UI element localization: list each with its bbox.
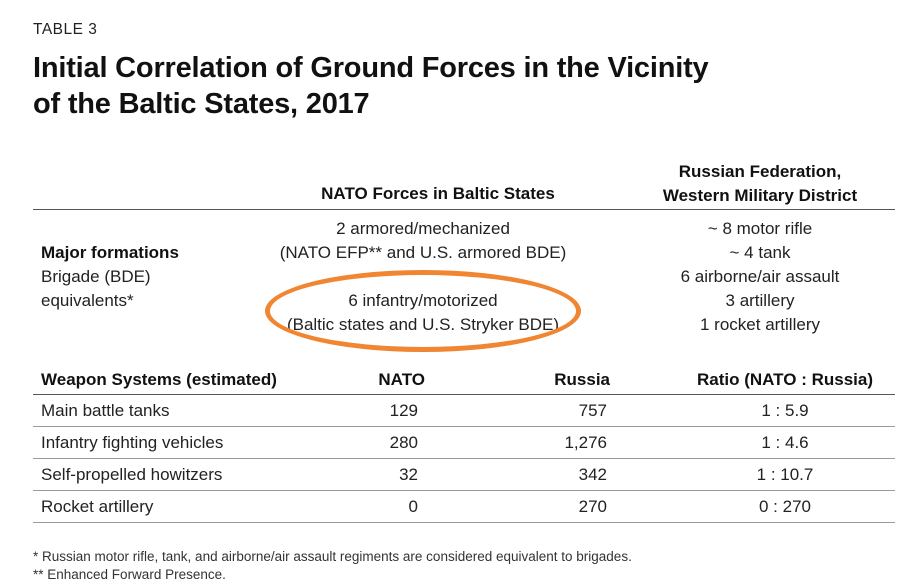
weapons-header-russia: Russia [554, 370, 610, 389]
weapon-system-name: Main battle tanks [41, 401, 170, 420]
formations-label-line3: equivalents* [41, 291, 134, 310]
weapon-nato-count: 129 [389, 401, 418, 420]
weapon-ratio: 0 : 270 [759, 497, 811, 516]
russia-formation-line: 1 rocket artillery [700, 315, 820, 334]
table-title: Initial Correlation of Ground Forces in … [33, 50, 709, 122]
weapon-nato-count: 280 [389, 433, 418, 452]
highlight-oval [265, 270, 581, 352]
russia-formation-line: ~ 8 motor rifle [707, 219, 813, 238]
row-divider [33, 458, 895, 459]
russia-header-line-1: Russian Federation, [678, 162, 842, 181]
weapon-russia-count: 342 [578, 465, 607, 484]
title-line-1: Initial Correlation of Ground Forces in … [33, 52, 709, 84]
row-divider [33, 522, 895, 523]
russia-header-line-2: Western Military District [662, 186, 858, 205]
footnote: ** Enhanced Forward Presence. [33, 567, 226, 582]
weapon-russia-count: 270 [578, 497, 607, 516]
weapon-system-name: Infantry fighting vehicles [41, 433, 224, 452]
nato-formation-line: 2 armored/mechanized [336, 219, 510, 238]
russia-formation-line: 6 airborne/air assault [680, 267, 840, 286]
footnote: * Russian motor rifle, tank, and airborn… [33, 549, 632, 564]
nato-formation-line: (NATO EFP** and U.S. armored BDE) [279, 243, 567, 262]
formations-label-line2: Brigade (BDE) [41, 267, 151, 286]
russia-formation-line: ~ 4 tank [729, 243, 791, 262]
nato-forces-header: NATO Forces in Baltic States [321, 184, 555, 203]
weapon-russia-count: 1,276 [564, 433, 607, 452]
table-label: TABLE 3 [33, 21, 98, 38]
row-divider [33, 490, 895, 491]
title-line-2: of the Baltic States, 2017 [33, 88, 370, 120]
weapon-system-name: Rocket artillery [41, 497, 154, 516]
weapons-header-rule [33, 394, 895, 395]
weapon-nato-count: 0 [408, 497, 418, 516]
russia-formation-line: 3 artillery [725, 291, 795, 310]
russia-formations: ~ 8 motor rifle ~ 4 tank 6 airborne/air … [620, 217, 900, 337]
weapon-nato-count: 32 [399, 465, 418, 484]
weapons-header-ratio: Ratio (NATO : Russia) [697, 370, 873, 389]
russia-forces-header: Russian Federation, Western Military Dis… [620, 160, 900, 208]
weapons-header-system: Weapon Systems (estimated) [41, 370, 277, 389]
header-rule [33, 209, 895, 210]
weapon-system-name: Self-propelled howitzers [41, 465, 223, 484]
weapon-ratio: 1 : 10.7 [756, 465, 814, 484]
weapon-ratio: 1 : 5.9 [761, 401, 809, 420]
weapon-ratio: 1 : 4.6 [761, 433, 809, 452]
formations-label: Major formations Brigade (BDE) equivalen… [41, 241, 179, 313]
row-divider [33, 426, 895, 427]
weapon-russia-count: 757 [578, 401, 607, 420]
formations-label-bold: Major formations [41, 243, 179, 262]
weapons-header-nato: NATO [378, 370, 425, 389]
